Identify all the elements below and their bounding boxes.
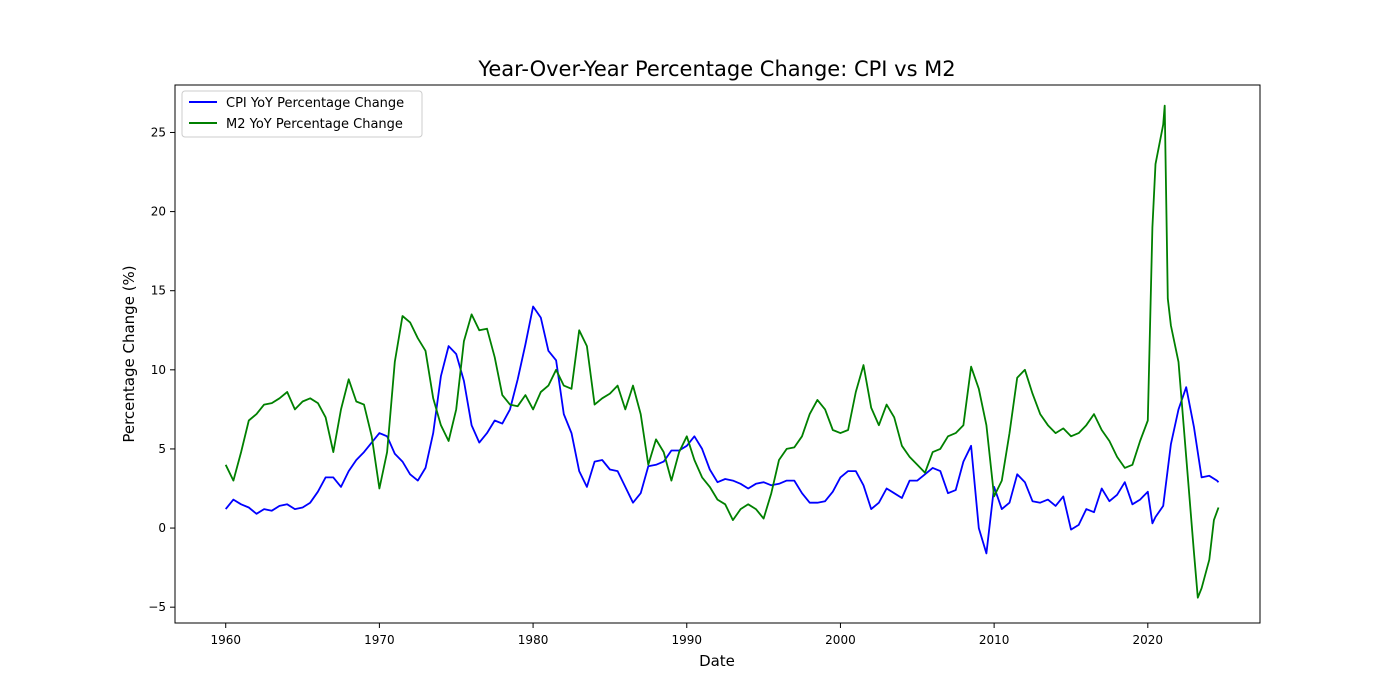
x-tick-label-1990: 1990 bbox=[671, 633, 702, 647]
y-axis: −5 0 5 10 15 20 25 bbox=[148, 125, 175, 614]
legend-label-cpi: CPI YoY Percentage Change bbox=[226, 96, 404, 111]
x-axis-title: Date bbox=[699, 652, 735, 670]
chart-title: Year-Over-Year Percentage Change: CPI vs… bbox=[477, 57, 955, 81]
x-tick-label-1960: 1960 bbox=[210, 633, 241, 647]
y-tick-label-0: 0 bbox=[158, 521, 166, 535]
y-tick-label-5: 5 bbox=[158, 442, 166, 456]
series-line-m2 bbox=[224, 104, 1220, 599]
y-tick-label-20: 20 bbox=[151, 205, 166, 219]
legend: CPI YoY Percentage Change M2 YoY Percent… bbox=[181, 90, 423, 138]
x-tick-label-2020: 2020 bbox=[1133, 633, 1164, 647]
legend-label-m2: M2 YoY Percentage Change bbox=[226, 117, 403, 132]
x-tick-label-2010: 2010 bbox=[979, 633, 1010, 647]
x-tick-label-2000: 2000 bbox=[825, 633, 856, 647]
plot-frame bbox=[174, 84, 1261, 624]
y-tick-label--5: −5 bbox=[148, 600, 166, 614]
series-layer bbox=[224, 104, 1220, 599]
y-tick-label-10: 10 bbox=[151, 363, 166, 377]
plot-area bbox=[224, 104, 1220, 599]
y-tick-label-25: 25 bbox=[151, 125, 166, 139]
x-axis: 1960 1970 1980 1990 2000 2010 2020 bbox=[210, 623, 1163, 647]
y-tick-label-15: 15 bbox=[151, 284, 166, 298]
x-tick-label-1980: 1980 bbox=[518, 633, 549, 647]
y-axis-title: Percentage Change (%) bbox=[120, 265, 138, 442]
x-tick-label-1970: 1970 bbox=[364, 633, 395, 647]
legend-box bbox=[181, 90, 423, 138]
series-line-cpi bbox=[225, 305, 1220, 555]
